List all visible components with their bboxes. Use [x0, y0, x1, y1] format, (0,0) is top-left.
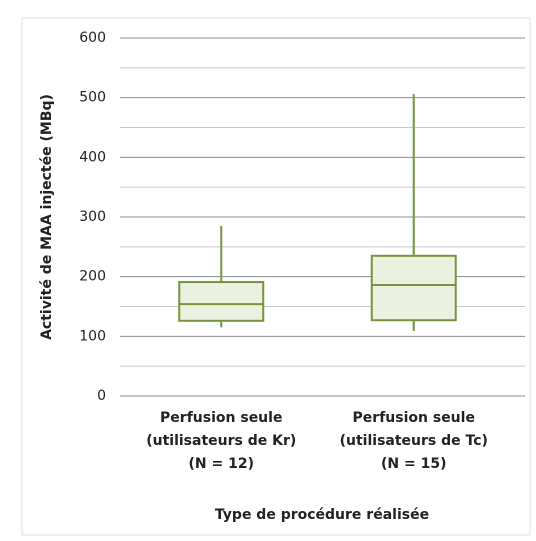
x-tick-label: (N = 12) [189, 456, 254, 472]
x-tick-label: (utilisateurs de Kr) [146, 433, 296, 449]
box [178, 281, 265, 322]
y-tick-label: 400 [79, 149, 106, 165]
y-axis-label: Activité de MAA injectée (MBq) [39, 94, 55, 340]
y-tick-label: 500 [79, 90, 106, 106]
x-axis-label: Type de procédure réalisée [215, 507, 429, 523]
box [370, 254, 457, 322]
x-tick-label: Perfusion seule [353, 410, 475, 426]
y-tick-label: 300 [79, 209, 106, 225]
y-tick-label: 100 [79, 328, 106, 344]
x-tick-label: Perfusion seule [160, 410, 282, 426]
x-tick-label: (N = 15) [381, 456, 446, 472]
x-tick-label: (utilisateurs de Tc) [340, 433, 488, 449]
y-tick-label: 200 [79, 269, 106, 285]
y-tick-label: 0 [97, 388, 106, 404]
y-tick-label: 600 [79, 30, 106, 46]
